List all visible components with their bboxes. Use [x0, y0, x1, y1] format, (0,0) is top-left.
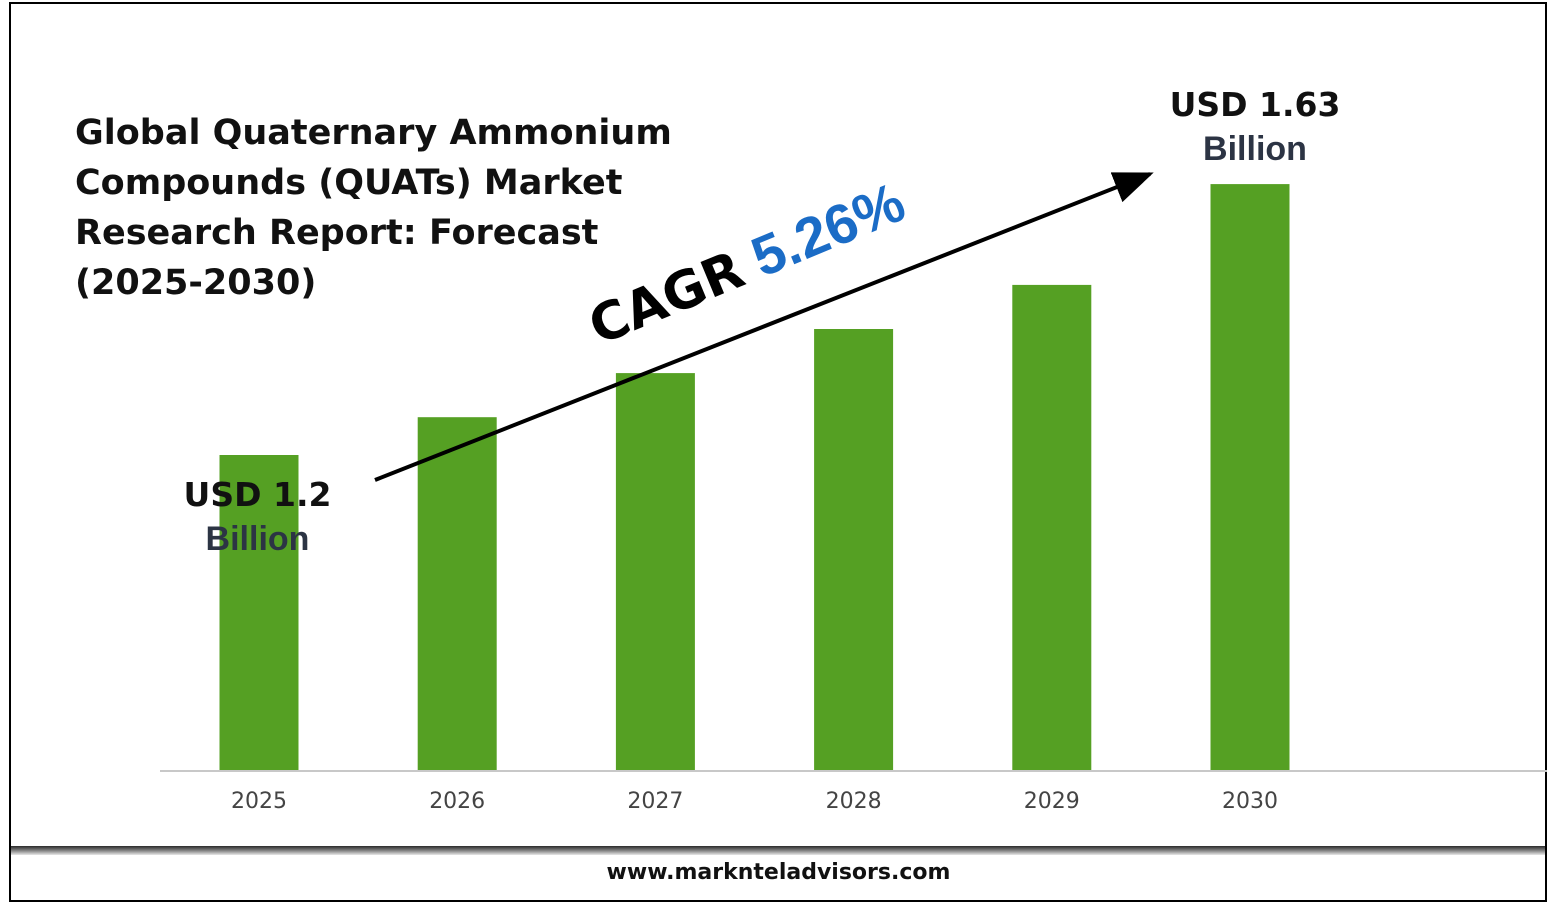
- bar-2027: [615, 373, 695, 770]
- bar-2025: [219, 455, 299, 770]
- footer-divider: [11, 846, 1545, 855]
- end-value-amount: USD 1.63: [1169, 85, 1341, 124]
- x-tick-label-2027: 2027: [627, 789, 683, 814]
- start-value-amount: USD 1.2: [183, 475, 332, 514]
- end-value-unit: Billion: [1203, 130, 1307, 168]
- x-tick-label-2025: 2025: [231, 789, 287, 814]
- chart-title: Global Quaternary Ammonium Compounds (QU…: [75, 113, 672, 303]
- x-tick-label-2028: 2028: [826, 789, 882, 814]
- bar-2029: [1012, 284, 1092, 770]
- growth-arrow: [374, 172, 1154, 482]
- x-tick-label-2030: 2030: [1222, 789, 1278, 814]
- bar-2026: [417, 417, 497, 770]
- bar-2030: [1210, 184, 1290, 771]
- start-value-unit: Billion: [205, 520, 310, 558]
- start-value-callout: USD 1.2 Billion: [160, 472, 355, 562]
- x-tick-label-2026: 2026: [429, 789, 485, 814]
- bar-2028: [814, 329, 894, 770]
- x-tick-label-2029: 2029: [1024, 789, 1080, 814]
- end-value-callout: USD 1.63 Billion: [1150, 82, 1360, 172]
- footer-website: www.marknteladvisors.com: [606, 860, 951, 885]
